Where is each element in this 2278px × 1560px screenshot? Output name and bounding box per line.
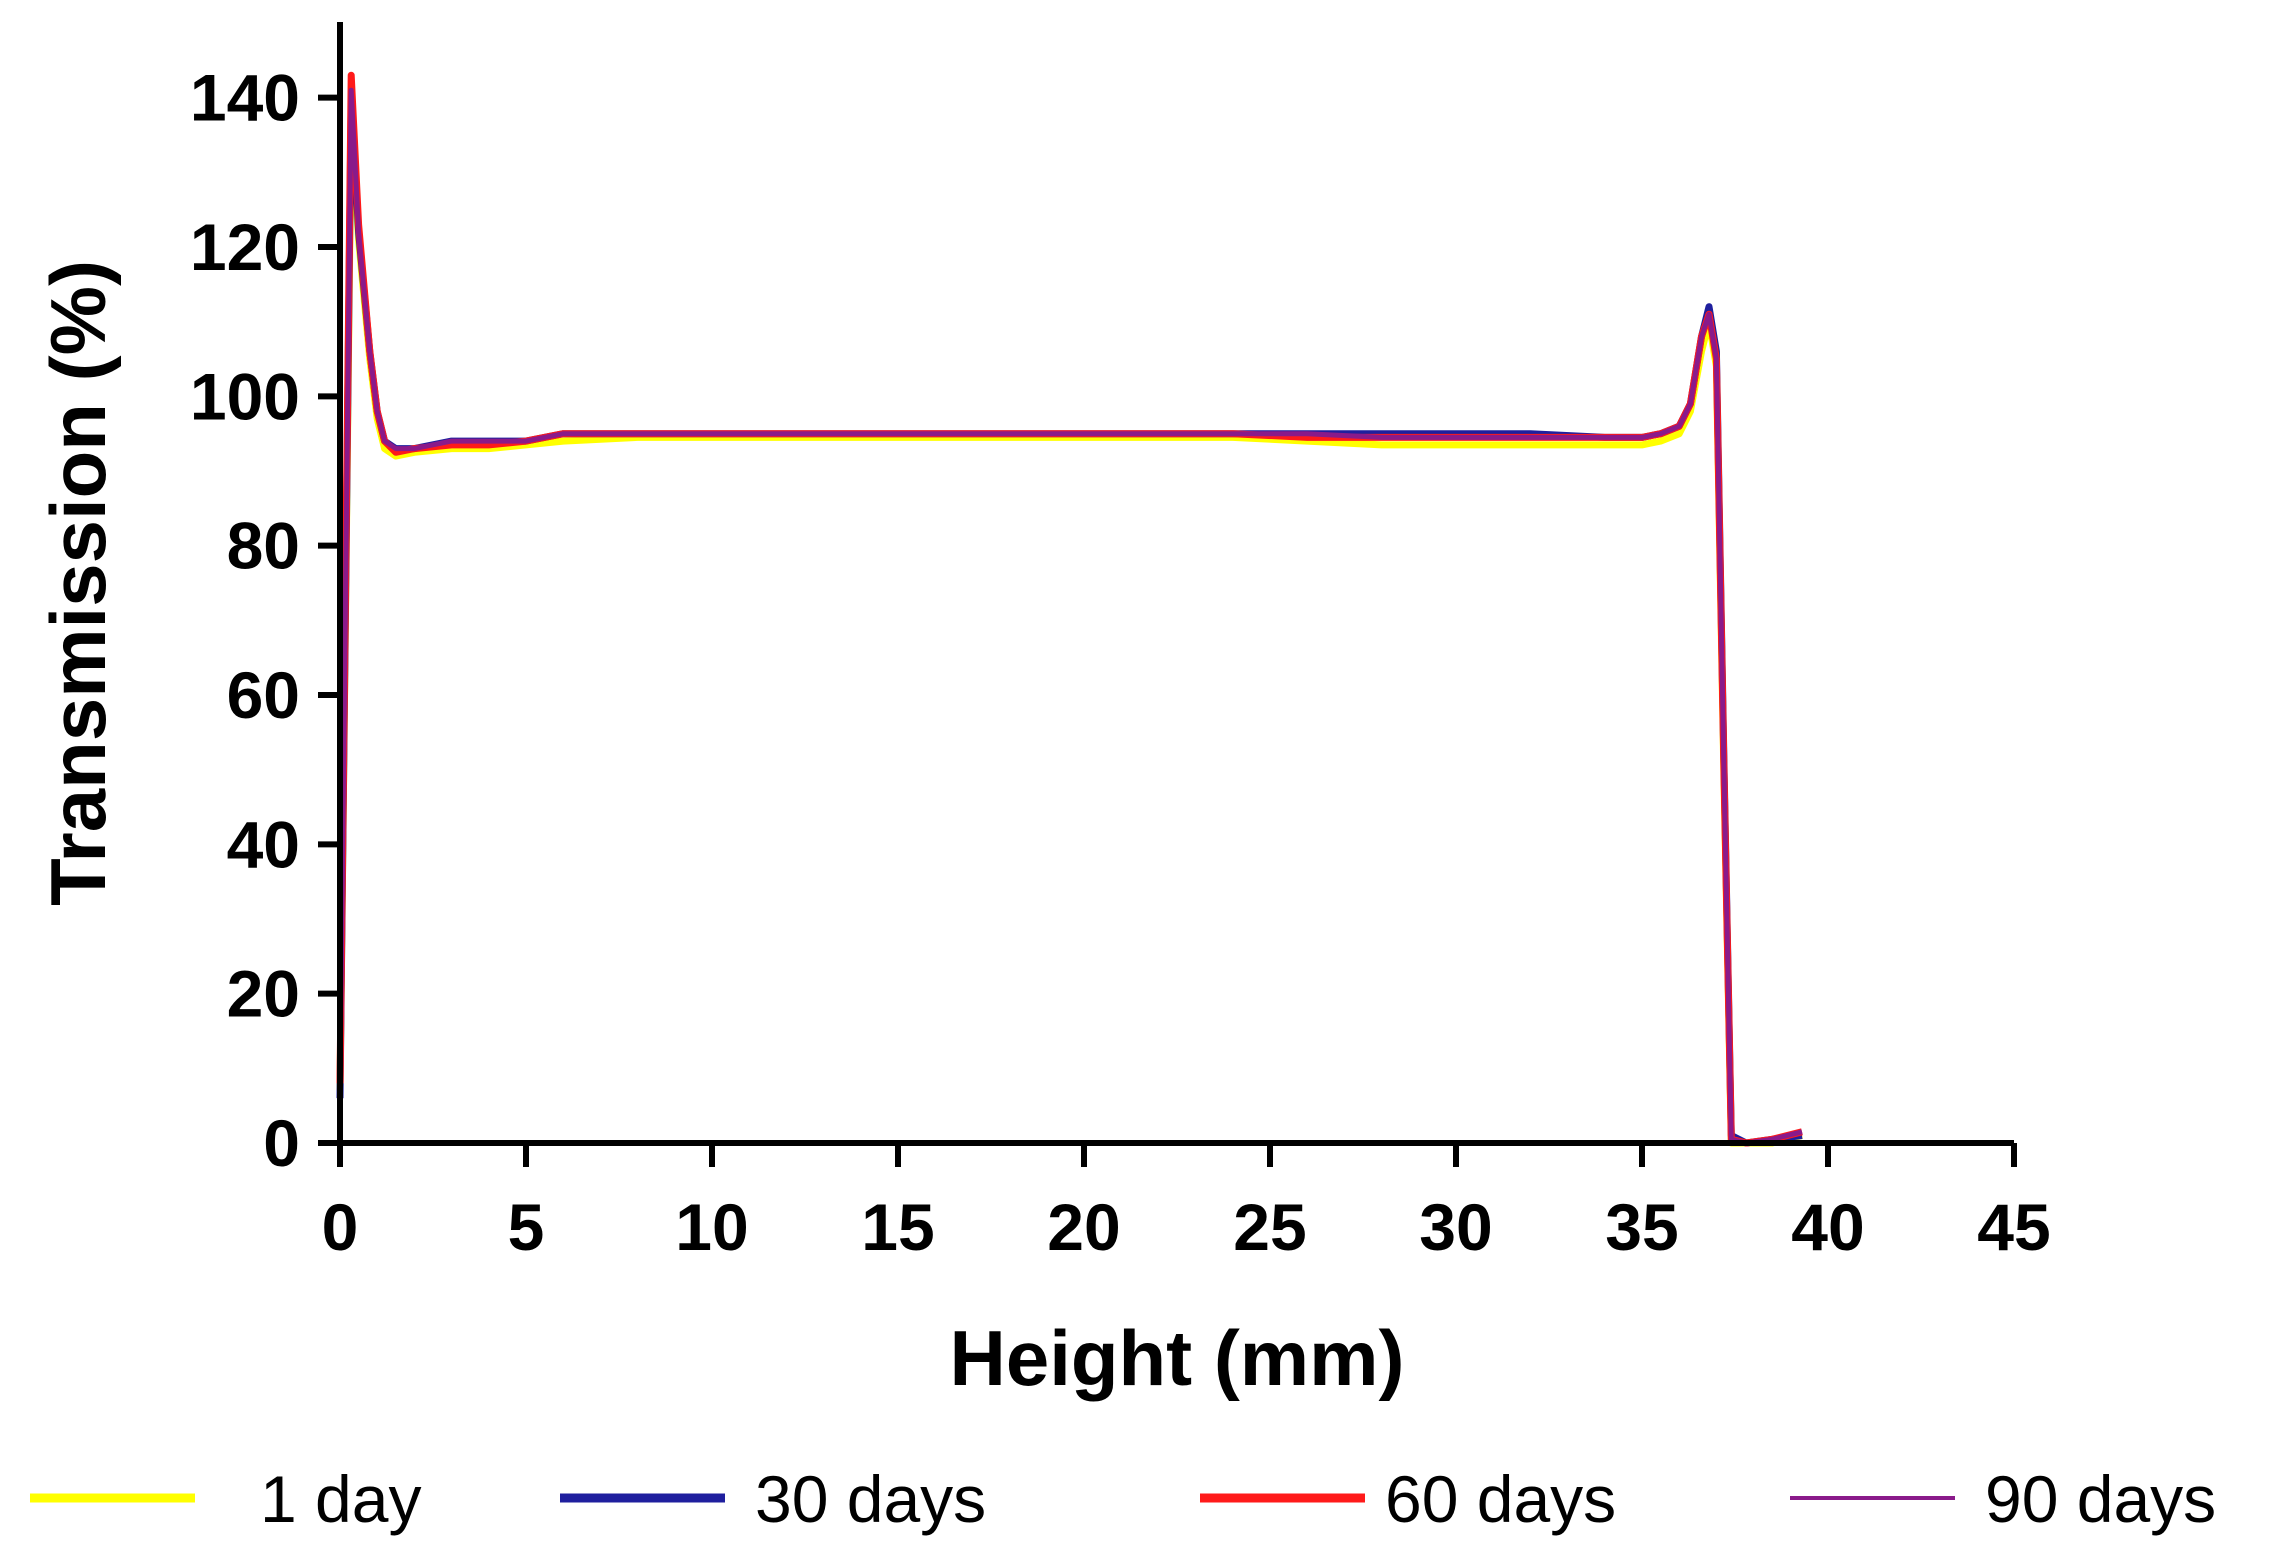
legend-label-1: 1 day (260, 1462, 421, 1536)
legend-label-2: 30 days (755, 1462, 986, 1536)
y-tick-label: 20 (227, 957, 300, 1031)
y-tick-label: 120 (190, 210, 300, 284)
x-tick-label: 25 (1233, 1190, 1306, 1264)
x-tick-label: 45 (1977, 1190, 2050, 1264)
y-tick-label: 40 (227, 807, 300, 881)
x-axis-title: Height (mm) (950, 1314, 1405, 1402)
x-ticks: 0 5 10 15 20 25 30 35 40 45 (322, 1143, 2051, 1264)
plot-lines (336, 71, 1803, 1147)
y-axis-title: Transmission (%) (34, 260, 122, 906)
x-tick-label: 35 (1605, 1190, 1678, 1264)
legend-label-3: 60 days (1385, 1462, 1616, 1536)
x-tick-label: 40 (1791, 1190, 1864, 1264)
series-line-1 (336, 116, 1803, 1147)
x-tick-label: 15 (861, 1190, 934, 1264)
y-tick-label: 80 (227, 509, 300, 583)
y-tick-label: 0 (263, 1106, 300, 1180)
y-tick-label: 60 (227, 658, 300, 732)
x-tick-label: 20 (1047, 1190, 1120, 1264)
series-line-3 (336, 71, 1803, 1147)
axes (337, 22, 2014, 1146)
legend-label-4: 90 days (1985, 1462, 2216, 1536)
y-tick-label: 140 (190, 61, 300, 135)
series-line-4 (337, 87, 1803, 1146)
legend: 1 day 30 days 60 days 90 days (30, 1462, 2216, 1536)
series-line-2 (336, 94, 1803, 1147)
x-tick-label: 10 (675, 1190, 748, 1264)
y-ticks: 0 20 40 60 80 100 120 140 (190, 61, 340, 1180)
x-tick-label: 5 (508, 1190, 545, 1264)
y-tick-label: 100 (190, 359, 300, 433)
x-tick-label: 30 (1419, 1190, 1492, 1264)
x-tick-label: 0 (322, 1190, 359, 1264)
